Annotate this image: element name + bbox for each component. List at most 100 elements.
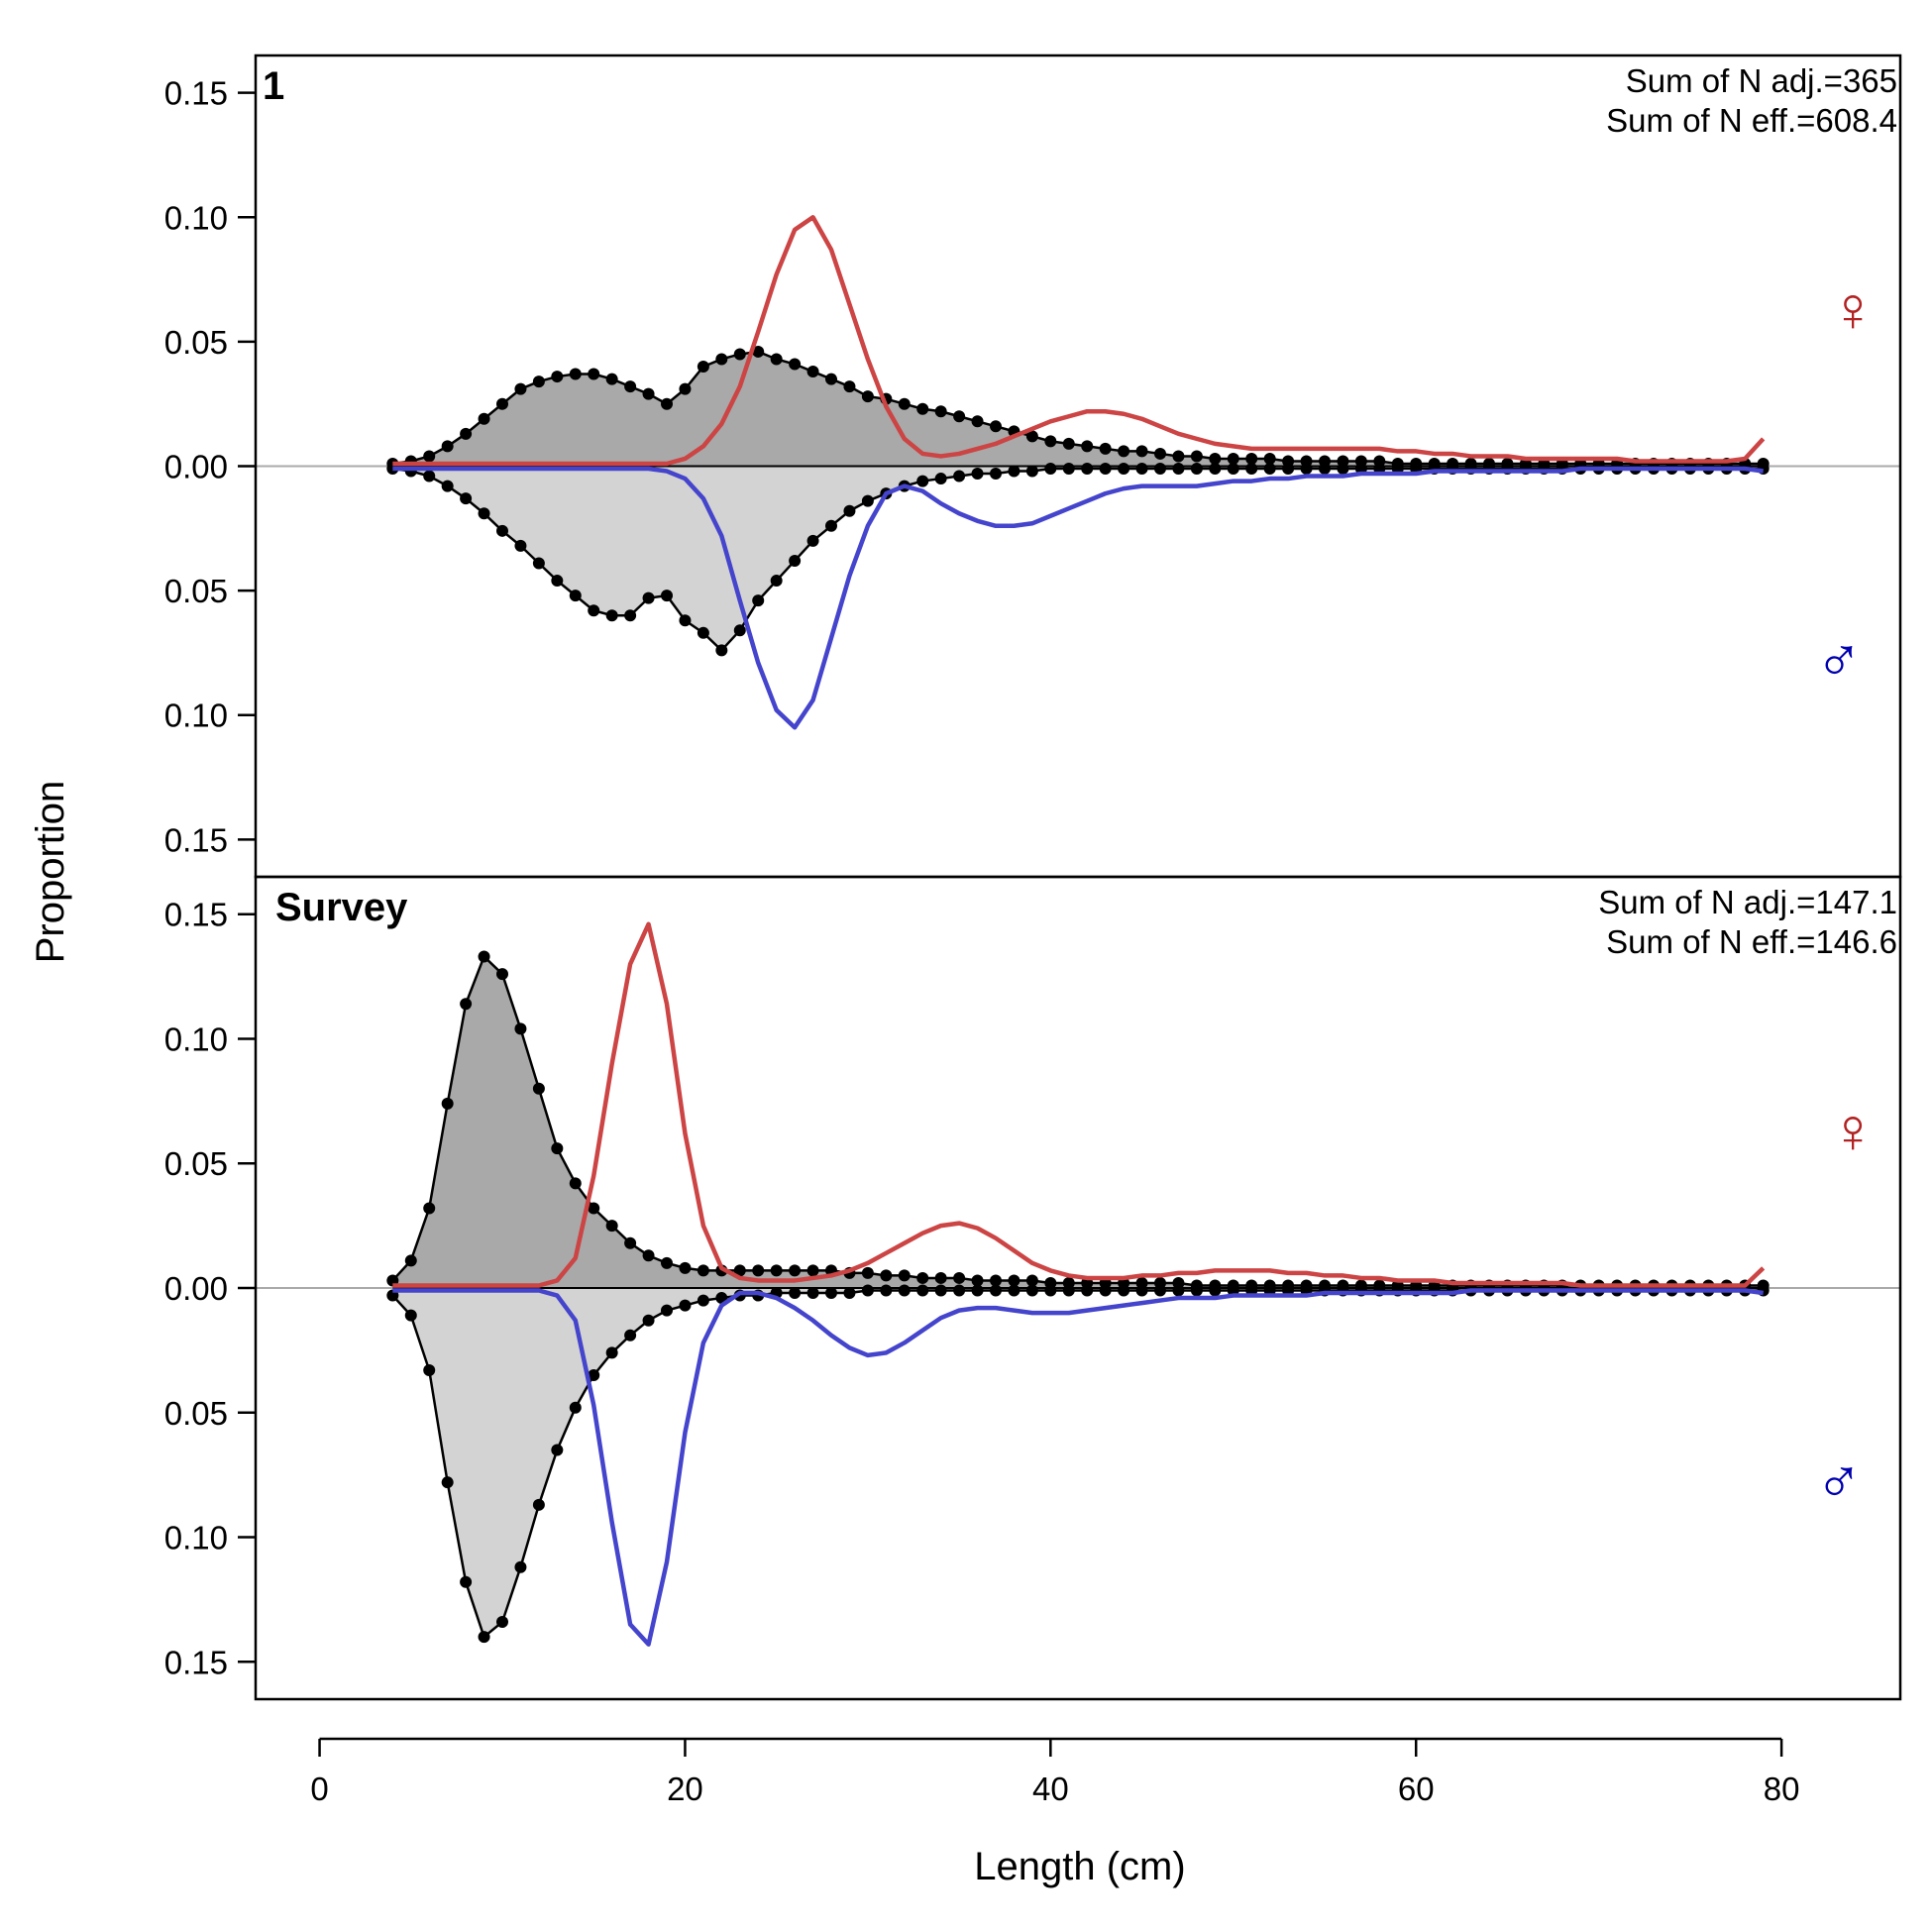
y-tick-label: 0.15: [164, 897, 228, 933]
male-observed-point: [661, 590, 673, 602]
male-observed-point: [532, 557, 545, 570]
female-observed-point: [551, 1142, 564, 1155]
male-observed-point: [1081, 463, 1094, 476]
female-observed-point: [880, 1269, 893, 1282]
panel-label: 1: [263, 64, 284, 108]
female-observed-point: [624, 1236, 637, 1249]
female-observed-point: [825, 373, 837, 385]
male-observed-point: [1025, 1284, 1038, 1297]
male-observed-point: [1319, 463, 1331, 476]
male-observed-point: [1135, 463, 1148, 476]
female-observed-point: [441, 440, 454, 453]
female-observed-point: [953, 1271, 966, 1284]
male-observed-point: [551, 1444, 564, 1456]
male-observed-line: [392, 467, 1764, 653]
male-observed-point: [861, 1284, 874, 1297]
female-observed-point: [953, 410, 966, 423]
male-observed-point: [1209, 463, 1222, 476]
male-observed-point: [880, 1284, 893, 1297]
female-observed-point: [496, 397, 508, 410]
male-observed-point: [789, 1287, 802, 1300]
y-tick-label: 0.10: [164, 698, 228, 734]
female-observed-point: [642, 387, 655, 400]
male-observed-point: [789, 554, 802, 567]
female-observed-point: [1227, 452, 1239, 465]
male-observed-point: [569, 1401, 582, 1414]
male-observed-point: [514, 539, 527, 552]
y-tick-label: 0.05: [164, 573, 228, 609]
male-observed-point: [934, 473, 947, 485]
y-tick-label: 0.00: [164, 1270, 228, 1307]
female-observed-point: [514, 1022, 527, 1035]
panel-stat: Sum of N eff.=146.6: [1606, 923, 1897, 960]
female-observed-point: [404, 1254, 417, 1267]
female-observed-point: [806, 1264, 819, 1277]
panel-stat: Sum of N adj.=365: [1626, 62, 1897, 99]
male-observed-point: [953, 470, 966, 483]
male-observed-point: [843, 504, 856, 517]
female-observed-point: [1245, 452, 1258, 465]
male-symbol-icon: ♂: [1815, 624, 1863, 696]
male-observed-point: [971, 468, 984, 481]
male-observed-point: [496, 524, 508, 537]
female-observed-point: [861, 1266, 874, 1279]
female-observed-point: [624, 380, 637, 393]
male-observed-point: [971, 1284, 984, 1297]
male-observed-point: [642, 591, 655, 604]
male-observed-point: [569, 590, 582, 602]
female-observed-point: [1025, 430, 1038, 443]
female-observed-point: [661, 397, 673, 410]
female-observed-point: [697, 1264, 709, 1277]
female-observed-point: [752, 1264, 765, 1277]
male-observed-point: [624, 1329, 637, 1342]
male-observed-point: [624, 609, 637, 622]
female-observed-line: [392, 350, 1764, 466]
female-observed-point: [460, 998, 473, 1011]
male-observed-point: [1118, 1284, 1130, 1297]
female-observed-point: [990, 420, 1002, 433]
male-observed-point: [898, 1284, 911, 1297]
female-observed-point: [697, 361, 709, 374]
female-observed-point: [1099, 442, 1112, 455]
male-symbol-icon: ♂: [1815, 1446, 1863, 1517]
male-observed-point: [934, 1284, 947, 1297]
male-observed-point: [478, 1631, 490, 1644]
male-observed-point: [806, 534, 819, 547]
female-observed-point: [441, 1097, 454, 1110]
female-observed-point: [514, 382, 527, 395]
female-observed-point: [1008, 1274, 1020, 1287]
female-observed-point: [916, 402, 929, 415]
male-observed-point: [1044, 1284, 1057, 1297]
male-observed-area: [392, 1288, 1764, 1638]
male-observed-point: [1099, 463, 1112, 476]
female-observed-point: [770, 1264, 783, 1277]
male-observed-point: [861, 494, 874, 507]
male-observed-point: [1245, 463, 1258, 476]
x-tick-label: 0: [310, 1771, 328, 1807]
y-tick-label: 0.10: [164, 1520, 228, 1556]
male-observed-point: [1190, 463, 1203, 476]
male-observed-point: [752, 594, 765, 607]
male-observed-point: [916, 1284, 929, 1297]
male-observed-point: [605, 1346, 618, 1359]
y-tick-label: 0.00: [164, 449, 228, 485]
y-axis-title: Proportion: [29, 781, 72, 964]
male-observed-point: [1172, 463, 1185, 476]
female-observed-point: [460, 427, 473, 440]
male-observed-point: [460, 492, 473, 505]
female-observed-point: [588, 1202, 600, 1215]
female-observed-line: [391, 954, 1764, 1287]
female-observed-point: [789, 358, 802, 371]
y-tick-label: 0.15: [164, 75, 228, 112]
female-observed-point: [733, 1264, 746, 1277]
male-observed-point: [953, 1284, 966, 1297]
male-observed-point: [1337, 463, 1349, 476]
x-tick-label: 60: [1398, 1771, 1435, 1807]
male-observed-point: [715, 644, 728, 657]
female-observed-point: [898, 1269, 911, 1282]
female-observed-point: [1118, 445, 1130, 458]
male-observed-point: [423, 470, 436, 483]
x-axis: 0 20 40 60 80: [310, 1737, 1800, 1807]
x-tick-label: 80: [1764, 1771, 1800, 1807]
